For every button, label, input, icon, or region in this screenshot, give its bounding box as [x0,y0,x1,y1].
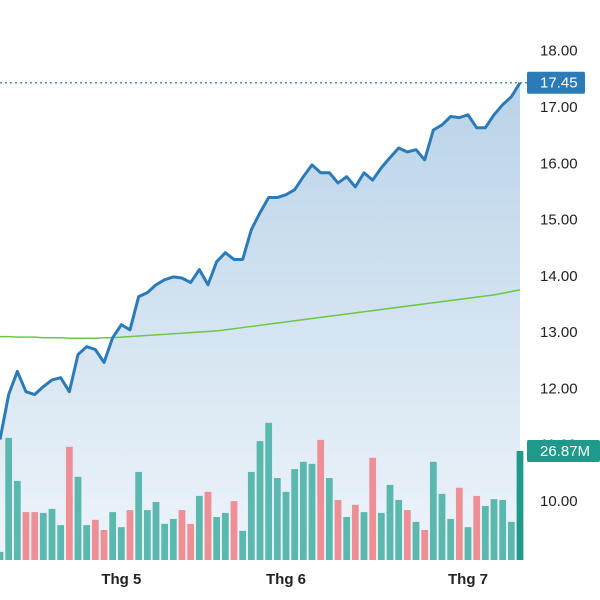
last-price-label: 17.45 [540,75,578,92]
y-tick-label: 13.00 [540,324,578,341]
y-tick-label: 15.00 [540,212,578,229]
volume-bar [464,527,472,560]
volume-bar [516,450,524,560]
x-tick-label: Thg 5 [101,571,141,588]
y-tick-label: 10.00 [540,493,578,510]
axis-panel [522,0,600,600]
volume-bar [507,521,515,560]
volume-bar [291,469,299,560]
volume-bar [317,439,325,560]
volume-bar [438,493,446,560]
volume-bar [213,516,221,560]
volume-bar [239,530,247,560]
volume-bar [74,476,82,560]
volume-bar [256,441,264,560]
y-tick-label: 18.00 [540,43,578,60]
volume-bar [0,551,4,560]
volume-bar [455,487,463,560]
volume-bar [395,499,403,560]
volume-bar [178,510,186,560]
volume-bar [91,519,99,560]
volume-bar [39,512,47,560]
volume-bar [490,499,498,560]
last-volume-label: 26.87M [540,443,590,460]
volume-bar [334,499,342,560]
volume-bar [429,461,437,560]
volume-bar [135,471,143,560]
last-volume-box [527,439,600,462]
volume-bar [13,480,21,560]
last-price-box [527,71,585,94]
volume-bar [195,495,203,560]
volume-bar [100,529,108,560]
volume-bar [117,527,125,560]
volume-bar [65,446,73,560]
volume-bar [403,510,411,560]
volume-bar [377,512,385,560]
x-tick-label: Thg 6 [266,571,306,588]
y-tick-label: 16.00 [540,155,578,172]
y-tick-label: 17.00 [540,99,578,116]
volume-bar [282,491,290,560]
ma-line [0,289,521,340]
volume-bar [308,463,316,560]
volume-bar [48,508,56,560]
volume-bar [161,523,169,560]
volume-bar [299,461,307,560]
volume-bar [221,512,229,560]
volume-bar [499,499,507,560]
y-tick-label: 12.00 [540,380,578,397]
volume-bar [143,510,151,560]
volume-bar [265,422,273,560]
volume-bar [386,484,394,560]
volume-bar [360,512,368,560]
volume-bar [447,519,455,560]
price-area [0,82,520,560]
volume-bar [31,512,39,560]
price-line [0,81,522,440]
volume-bar [83,525,91,560]
volume-bar [57,525,65,560]
volume-bar [230,501,238,560]
volume-bar [325,478,333,560]
volume-bar [22,512,30,560]
volume-bar [412,521,420,560]
y-tick-label: 14.00 [540,268,578,285]
volume-bar [421,529,429,560]
volume-bar [473,495,481,560]
volume-bar [169,519,177,560]
volume-bar [109,512,117,560]
volume-bar [247,471,255,560]
x-tick-label: Thg 7 [448,571,488,588]
volume-bar [126,510,134,560]
volume-bar [481,506,489,560]
volume-bar [5,437,13,560]
volume-bar [152,501,160,560]
volume-bar [343,516,351,560]
volume-bar [369,457,377,560]
volume-bar [273,478,281,560]
volume-bar [187,523,195,560]
volume-bar [204,491,212,560]
volume-bar [351,504,359,560]
